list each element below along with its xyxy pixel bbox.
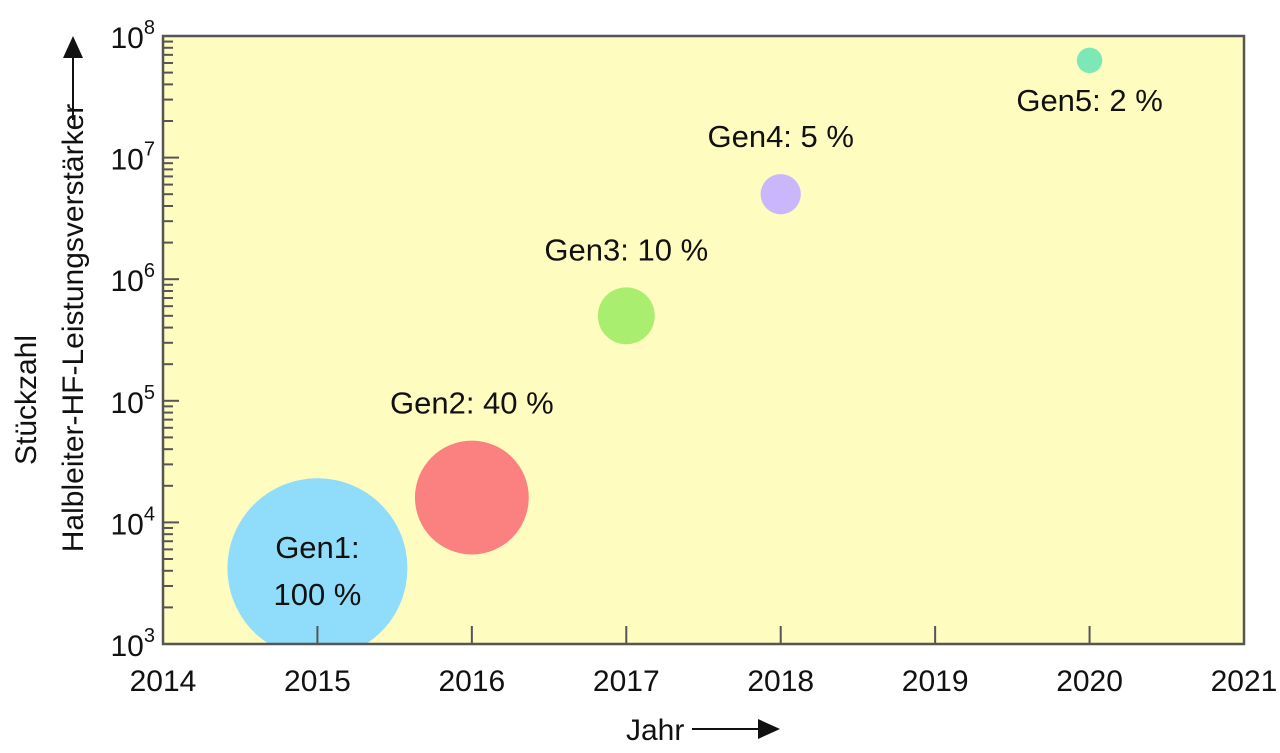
y-axis-arrow-icon <box>63 36 83 120</box>
bubble-label-gen5: Gen5: 2 % <box>1016 83 1162 118</box>
y-tick-label: 104 <box>111 503 156 541</box>
x-tick-label: 2020 <box>1056 665 1123 698</box>
x-tick-label: 2014 <box>130 665 197 698</box>
y-axis-label-line1: Stückzahl <box>10 335 43 465</box>
x-tick-label: 2021 <box>1211 665 1278 698</box>
x-axis-label: Jahr <box>626 714 684 747</box>
bubble-gen2 <box>414 440 529 555</box>
x-axis-arrow-icon <box>692 719 780 739</box>
x-tick-label: 2016 <box>438 665 505 698</box>
bubble-gen4 <box>760 174 801 215</box>
bubble-gen1 <box>227 478 408 644</box>
bubble-gen3 <box>597 287 655 345</box>
y-tick-label: 108 <box>111 17 156 55</box>
y-tick-label: 103 <box>111 625 156 663</box>
bubble-label-gen3: Gen3: 10 % <box>544 232 708 267</box>
y-tick-label: 107 <box>111 139 156 177</box>
bubble-label-gen2: Gen2: 40 % <box>390 386 554 421</box>
plot-frame <box>161 34 1246 646</box>
x-tick-label: 2019 <box>902 665 969 698</box>
x-tick-label: 2018 <box>747 665 814 698</box>
bubble-label-gen1: Gen1: <box>275 530 359 565</box>
y-tick-label: 106 <box>111 260 156 298</box>
y-tick-label: 105 <box>111 382 156 420</box>
x-tick-label: 2015 <box>284 665 351 698</box>
y-axis-label-line2: Halbleiter-HF-Leistungsverstärker <box>57 104 90 552</box>
x-tick-label: 2017 <box>593 665 660 698</box>
bubble-gen5 <box>1076 47 1103 74</box>
bubble-label-gen4: Gen4: 5 % <box>707 119 853 154</box>
bubble-label-gen1: 100 % <box>273 577 361 612</box>
